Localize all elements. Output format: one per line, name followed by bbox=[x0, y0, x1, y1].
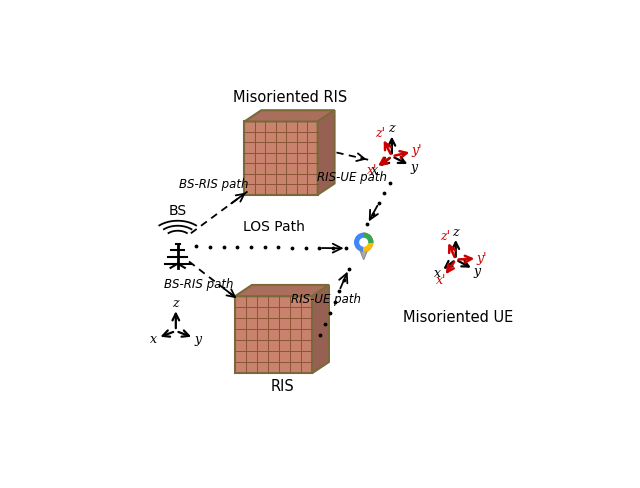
Wedge shape bbox=[364, 242, 372, 251]
Text: y': y' bbox=[412, 144, 422, 157]
Text: Misoriented RIS: Misoriented RIS bbox=[234, 90, 348, 104]
Text: x: x bbox=[371, 164, 378, 177]
Text: BS: BS bbox=[168, 204, 187, 218]
Text: z: z bbox=[173, 297, 179, 310]
Text: RIS-UE path: RIS-UE path bbox=[317, 171, 387, 184]
Polygon shape bbox=[235, 285, 329, 296]
Wedge shape bbox=[364, 233, 372, 251]
Text: y: y bbox=[195, 333, 202, 346]
Wedge shape bbox=[364, 233, 372, 242]
Text: x: x bbox=[150, 333, 157, 346]
Text: z': z' bbox=[375, 127, 385, 140]
Polygon shape bbox=[235, 296, 312, 373]
Text: y': y' bbox=[477, 252, 487, 264]
Text: BS-RIS path: BS-RIS path bbox=[164, 278, 233, 290]
Polygon shape bbox=[359, 247, 369, 260]
Text: RIS-UE path: RIS-UE path bbox=[291, 292, 361, 305]
Wedge shape bbox=[355, 233, 364, 251]
Text: BS-RIS path: BS-RIS path bbox=[179, 178, 248, 191]
Text: x': x' bbox=[367, 163, 377, 177]
Polygon shape bbox=[312, 285, 329, 373]
Polygon shape bbox=[244, 110, 335, 122]
Text: y: y bbox=[474, 264, 481, 278]
Text: LOS Path: LOS Path bbox=[243, 221, 305, 234]
Text: z': z' bbox=[440, 230, 451, 243]
Polygon shape bbox=[244, 122, 317, 195]
Circle shape bbox=[360, 239, 367, 246]
Text: RIS: RIS bbox=[271, 379, 295, 394]
Text: x: x bbox=[435, 267, 442, 280]
Text: y: y bbox=[410, 161, 417, 174]
Text: x': x' bbox=[436, 274, 447, 287]
Text: z: z bbox=[388, 122, 395, 135]
Polygon shape bbox=[317, 110, 335, 195]
Text: Misoriented UE: Misoriented UE bbox=[403, 310, 513, 325]
Text: z: z bbox=[452, 225, 459, 239]
